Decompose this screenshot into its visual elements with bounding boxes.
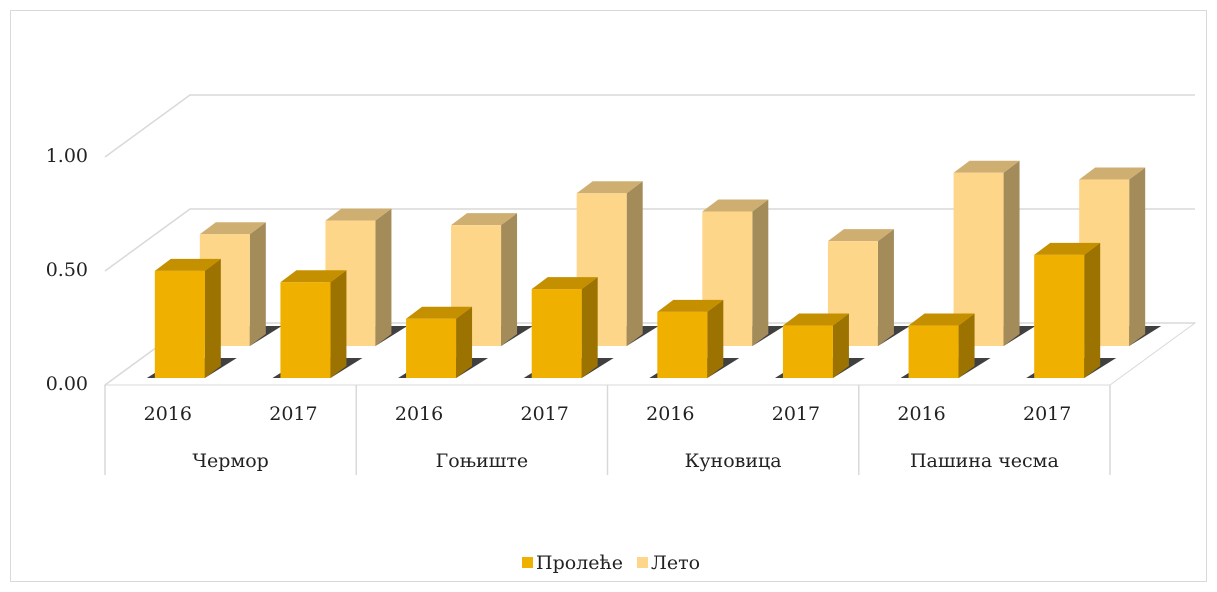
bar-side — [456, 306, 473, 378]
legend-swatch — [636, 557, 648, 568]
y-tick-label: 0.00 — [46, 373, 88, 395]
bar-top — [531, 277, 598, 290]
group-label: Пашина чесма — [910, 450, 1059, 472]
y-tick-label: 0.50 — [46, 259, 88, 281]
bar-side — [707, 299, 724, 378]
bar-side — [1084, 242, 1101, 378]
group-label: Куновица — [685, 450, 782, 472]
legend-swatch — [522, 557, 533, 568]
bar-side — [626, 181, 643, 346]
bar-top — [1034, 242, 1101, 255]
x-tick-label: 2017 — [521, 403, 569, 425]
bar-side — [204, 258, 221, 378]
bar-side — [501, 213, 518, 346]
bar — [782, 325, 833, 378]
bar-top — [1079, 167, 1146, 180]
bar-top — [702, 199, 769, 212]
bar-top — [280, 270, 347, 283]
bar-side — [330, 270, 347, 378]
bar-top — [576, 181, 643, 194]
bar-top — [953, 160, 1020, 173]
bar-side — [581, 277, 598, 378]
bar — [154, 270, 205, 378]
bar-top — [657, 299, 724, 312]
bar-side — [877, 229, 894, 346]
bar — [531, 289, 582, 378]
bar-side — [832, 313, 849, 378]
x-tick-label: 2017 — [1023, 403, 1071, 425]
bar — [908, 325, 959, 378]
bar-top — [782, 313, 849, 326]
x-tick-label: 2016 — [646, 403, 694, 425]
bar-top — [827, 229, 894, 242]
bar — [1034, 254, 1085, 378]
grid-line — [104, 94, 1195, 158]
x-tick-label: 2016 — [395, 403, 443, 425]
legend-label: Пролеће — [536, 552, 623, 574]
bar-side — [752, 199, 769, 346]
x-tick-label: 2017 — [772, 403, 820, 425]
bar — [406, 318, 457, 378]
bar-side — [1129, 167, 1146, 346]
bar-top — [451, 213, 518, 226]
x-tick-label: 2017 — [269, 403, 317, 425]
y-tick-label: 1.00 — [46, 145, 88, 167]
bar-top — [154, 258, 221, 271]
bar-top — [406, 306, 473, 319]
legend-label: Лето — [651, 552, 700, 574]
x-tick-label: 2016 — [144, 403, 192, 425]
x-tick-label: 2016 — [897, 403, 945, 425]
bar-top — [908, 313, 975, 326]
bar-top — [325, 208, 392, 221]
bar-top — [199, 222, 266, 235]
bar-side — [958, 313, 975, 378]
bar — [280, 282, 331, 378]
bar-side — [249, 222, 266, 346]
grid-line — [104, 208, 1195, 272]
group-label: Гоњиште — [436, 450, 528, 472]
bar — [657, 311, 708, 378]
bar-side — [1003, 160, 1020, 346]
bar-side — [375, 208, 392, 346]
group-label: Чермор — [192, 450, 268, 472]
